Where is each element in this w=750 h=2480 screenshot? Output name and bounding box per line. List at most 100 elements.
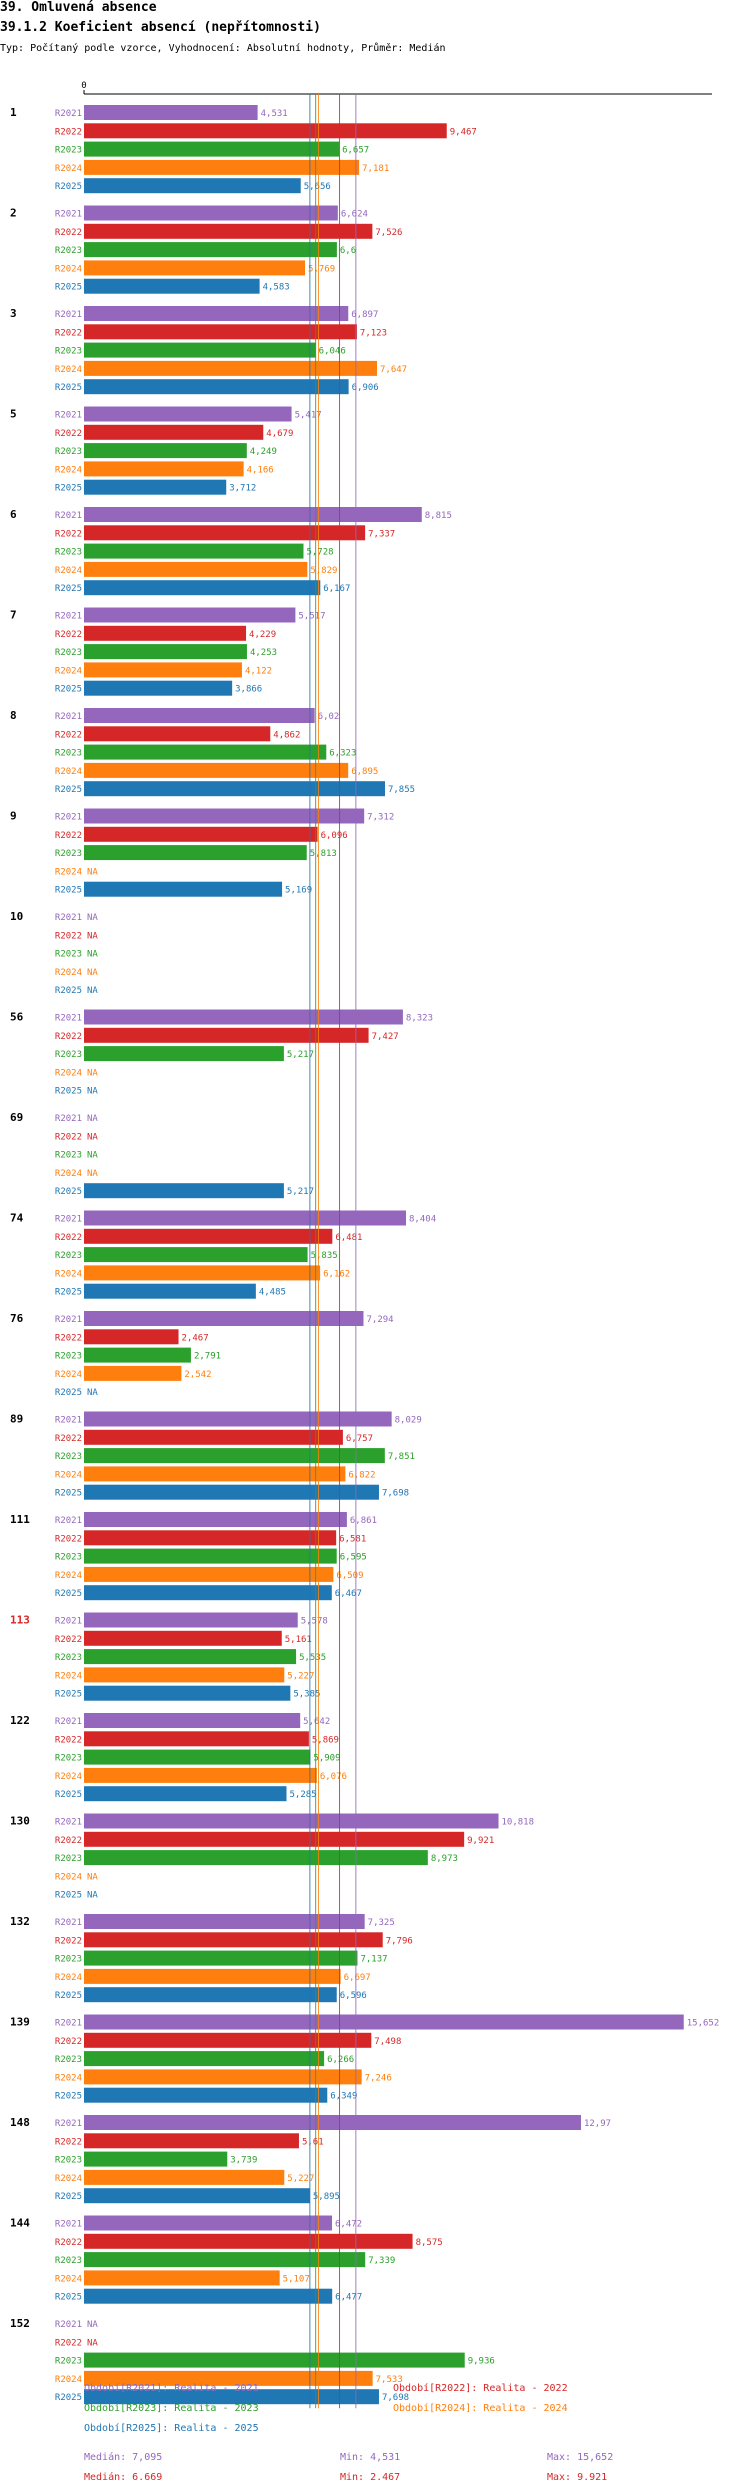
bar [84,561,308,577]
series-label: R2023 [55,2055,82,2065]
series-label: R2024 [55,1068,82,1078]
bar [84,1630,282,1646]
na-label: NA [87,2338,98,2348]
series-label: R2022 [55,127,82,137]
bar [84,1247,308,1263]
group-label: 74 [10,1212,24,1225]
group-label: 122 [10,1714,30,1727]
series-label: R2023 [55,1050,82,1060]
bar [84,1265,321,1281]
data-label: 6,895 [351,767,378,777]
bar [84,1347,191,1363]
x-tick-label: 0 [81,81,86,91]
data-label: 6,162 [323,1269,350,1279]
data-label: 4,862 [273,730,300,740]
data-label: 6,467 [335,1589,362,1599]
series-label: R2025 [55,1790,82,1800]
data-label: 5,517 [298,612,325,622]
series-label: R2023 [55,1653,82,1663]
data-label: 5,217 [287,1187,314,1197]
stat-median: Medián: 6,669 [84,2471,162,2480]
bar [84,1831,465,1847]
na-label: NA [87,1151,98,1161]
data-label: 6,046 [319,347,346,357]
bar [84,424,264,440]
series-label: R2023 [55,1754,82,1764]
series-label: R2022 [55,529,82,539]
bar [84,205,338,221]
data-label: 7,427 [372,1032,399,1042]
series-label: R2025 [55,383,82,393]
group-label: 148 [10,2116,30,2129]
bar [84,242,337,258]
bar [84,2115,581,2130]
data-label: 4,485 [259,1288,286,1298]
bar [84,1731,309,1747]
group-label: 3 [10,307,17,320]
series-label: R2021 [55,913,82,923]
series-label: R2023 [55,1854,82,1864]
group-label: 7 [10,609,17,622]
na-label: NA [87,1087,98,1097]
data-label: 6,897 [351,310,378,320]
series-label: R2022 [55,1333,82,1343]
series-label: R2025 [55,283,82,293]
bar [84,2188,310,2204]
bar [84,580,321,596]
series-label: R2024 [55,1571,82,1581]
data-label: 5,656 [304,182,331,192]
data-label: 6,266 [327,2055,354,2065]
data-label: 6,822 [348,1470,375,1480]
series-label: R2024 [55,2375,82,2385]
data-label: 7,533 [376,2375,403,2385]
bar [84,1767,317,1783]
series-label: R2024 [55,1269,82,1279]
series-label: R2021 [55,612,82,622]
na-label: NA [87,913,98,923]
data-label: 9,467 [450,127,477,137]
bar [84,1484,379,1500]
bar [84,1027,369,1043]
series-label: R2021 [55,1717,82,1727]
group-label: 89 [10,1413,23,1426]
data-label: 9,921 [467,1836,494,1846]
series-label: R2022 [55,228,82,238]
data-label: 5,578 [301,1617,328,1627]
bar [84,443,247,459]
data-label: 7,325 [368,1918,395,1928]
data-label: 4,166 [247,465,274,475]
data-label: 8,323 [406,1014,433,1024]
data-label: 7,698 [382,2393,409,2403]
series-label: R2025 [55,2293,82,2303]
data-label: 5,728 [306,548,333,558]
series-label: R2022 [55,328,82,338]
series-label: R2021 [55,2220,82,2230]
series-label: R2024 [55,1872,82,1882]
na-label: NA [87,1132,98,1142]
series-label: R2024 [55,264,82,274]
bar [84,1210,407,1226]
bar [84,1968,341,1984]
group-label: 1 [10,106,17,119]
series-label: R2021 [55,1315,82,1325]
na-label: NA [87,931,98,941]
data-label: 6,167 [323,584,350,594]
data-label: 5,642 [303,1717,330,1727]
data-label: 7,498 [374,2037,401,2047]
bar [84,1649,297,1665]
series-label: R2025 [55,1388,82,1398]
series-label: R2024 [55,968,82,978]
legend-item: Období[R2023]: Realita - 2023 [84,2402,259,2414]
group-label: 9 [10,810,17,823]
bar [84,845,307,861]
series-label: R2024 [55,1370,82,1380]
bar [84,123,447,139]
stat-median: Medián: 7,095 [84,2451,162,2463]
bar [84,2069,362,2085]
group-label: 69 [10,1111,23,1124]
bar [84,2215,332,2231]
series-label: R2023 [55,246,82,256]
data-label: 2,467 [182,1333,209,1343]
data-label: 8,404 [409,1215,436,1225]
group-label: 76 [10,1312,24,1325]
